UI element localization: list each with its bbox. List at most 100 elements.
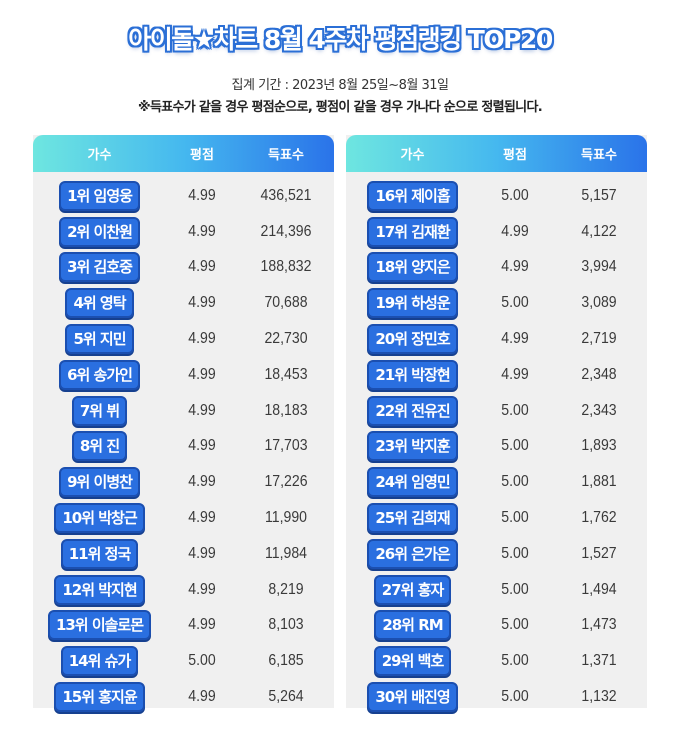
rank-cell: 12위 박지현 (33, 574, 166, 605)
period-text: 집계 기간 : 2023년 8월 25일~8월 31일 (231, 78, 449, 93)
rank-name-badge: 26위 은가은 (367, 538, 458, 569)
rank-cell: 25위 김희재 (346, 503, 479, 534)
rank-name-badge: 9위 이병찬 (59, 467, 140, 498)
table-row: 29위 백호 5.00 1,371 (346, 643, 647, 679)
votes-cell: 18,453 (264, 365, 308, 383)
rank-cell: 26위 은가은 (346, 538, 479, 569)
table-row: 12위 박지현 4.99 8,219 (33, 572, 334, 608)
ranking-table-left: 가수 평점 득표수 1위 임영웅 4.99 436,521 2위 이찬원 4.99 214… (33, 135, 334, 713)
table-row: 2위 이찬원 4.99 214,396 (33, 214, 334, 250)
votes-cell: 1,881 (581, 473, 617, 491)
rank-name-badge: 27위 홍자 (373, 574, 452, 605)
rank-cell: 13위 이솔로몬 (33, 610, 166, 641)
table-row: 16위 제이홉 5.00 5,157 (346, 178, 647, 214)
table-row: 18위 양지은 4.99 3,994 (346, 250, 647, 286)
rating-cell: 4.99 (188, 544, 216, 562)
rank-name-badge: 17위 김재환 (367, 216, 458, 247)
votes-cell: 11,984 (264, 544, 308, 562)
rating-cell: 5.00 (501, 401, 529, 419)
votes-cell: 2,348 (581, 365, 617, 383)
table-row: 22위 전유진 5.00 2,343 (346, 393, 647, 429)
votes-cell: 1,132 (581, 688, 617, 706)
votes-cell: 17,226 (264, 473, 308, 491)
rank-name-badge: 30위 배진영 (367, 682, 458, 713)
table-row: 26위 은가은 5.00 1,527 (346, 536, 647, 572)
rating-cell: 5.00 (501, 473, 529, 491)
rating-cell: 5.00 (501, 616, 529, 634)
rating-cell: 5.00 (501, 294, 529, 312)
rating-cell: 4.99 (188, 473, 216, 491)
votes-cell: 2,343 (581, 401, 617, 419)
rating-cell: 4.99 (188, 222, 216, 240)
rank-name-badge: 14위 슈가 (60, 646, 139, 677)
rating-cell: 5.00 (501, 652, 529, 670)
rank-cell: 8위 진 (33, 431, 166, 462)
rank-cell: 2위 이찬원 (33, 216, 166, 247)
votes-cell: 5,157 (581, 186, 617, 204)
rating-cell: 4.99 (501, 258, 529, 276)
rating-cell: 4.99 (188, 616, 216, 634)
table-row: 27위 홍자 5.00 1,494 (346, 572, 647, 608)
rating-cell: 4.99 (188, 330, 216, 348)
rank-name-badge: 11위 정국 (60, 538, 139, 569)
rank-cell: 15위 홍지윤 (33, 682, 166, 713)
rank-name-badge: 5위 지민 (65, 324, 134, 355)
rank-cell: 22위 전유진 (346, 395, 479, 426)
rank-cell: 20위 장민호 (346, 324, 479, 355)
table-row: 13위 이솔로몬 4.99 8,103 (33, 608, 334, 644)
rank-name-badge: 24위 임영민 (367, 467, 458, 498)
table-row: 5위 지민 4.99 22,730 (33, 321, 334, 357)
votes-cell: 5,264 (268, 688, 304, 706)
rating-cell: 4.99 (188, 258, 216, 276)
rank-name-badge: 23위 박지훈 (367, 431, 458, 462)
table-row: 10위 박창근 4.99 11,990 (33, 500, 334, 536)
rank-cell: 16위 제이홉 (346, 180, 479, 211)
rating-cell: 4.99 (188, 186, 216, 204)
rank-name-badge: 2위 이찬원 (59, 216, 140, 247)
rating-cell: 4.99 (501, 330, 529, 348)
table-row: 6위 송가인 4.99 18,453 (33, 357, 334, 393)
rank-name-badge: 7위 뷔 (71, 395, 128, 426)
rank-name-badge: 25위 김희재 (367, 503, 458, 534)
header-singer: 가수 (400, 148, 425, 163)
rank-cell: 5위 지민 (33, 324, 166, 355)
table-row: 14위 슈가 5.00 6,185 (33, 643, 334, 679)
table-row: 24위 임영민 5.00 1,881 (346, 464, 647, 500)
rating-cell: 4.99 (188, 580, 216, 598)
rating-cell: 4.99 (188, 688, 216, 706)
rank-name-badge: 1위 임영웅 (59, 180, 140, 211)
header-votes: 득표수 (268, 148, 304, 163)
rating-cell: 4.99 (188, 401, 216, 419)
table-row: 3위 김호중 4.99 188,832 (33, 250, 334, 286)
votes-cell: 2,719 (581, 330, 617, 348)
header-rating: 평점 (503, 148, 527, 163)
rank-cell: 10위 박창근 (33, 503, 166, 534)
rating-cell: 5.00 (501, 437, 529, 455)
rank-cell: 18위 양지은 (346, 252, 479, 283)
rank-name-badge: 4위 영탁 (65, 288, 134, 319)
table-row: 11위 정국 4.99 11,984 (33, 536, 334, 572)
votes-cell: 1,762 (581, 509, 617, 527)
table-row: 25위 김희재 5.00 1,762 (346, 500, 647, 536)
rank-cell: 27위 홍자 (346, 574, 479, 605)
rank-name-badge: 10위 박창근 (54, 503, 145, 534)
chart-title: 아이돌★차트 8월 4주차 평점랭킹 TOP20 (128, 25, 553, 54)
rank-cell: 1위 임영웅 (33, 180, 166, 211)
rank-name-badge: 22위 전유진 (367, 395, 458, 426)
votes-cell: 4,122 (581, 222, 617, 240)
header-singer: 가수 (87, 148, 112, 163)
table-row: 28위 RM 5.00 1,473 (346, 608, 647, 644)
votes-cell: 70,688 (264, 294, 308, 312)
rank-name-badge: 18위 양지은 (367, 252, 458, 283)
ranking-table-right: 가수 평점 득표수 16위 제이홉 5.00 5,157 17위 김재환 4.99 4,1… (346, 135, 647, 713)
votes-cell: 1,473 (581, 616, 617, 634)
rating-cell: 4.99 (188, 437, 216, 455)
votes-cell: 436,521 (260, 186, 312, 204)
votes-cell: 188,832 (260, 258, 312, 276)
votes-cell: 3,994 (581, 258, 617, 276)
sort-note: ※득표수가 같을 경우 평점순으로, 평점이 같을 경우 가나다 순으로 정렬됩… (138, 100, 543, 115)
rank-cell: 28위 RM (346, 610, 479, 641)
table-row: 9위 이병찬 4.99 17,226 (33, 464, 334, 500)
votes-cell: 6,185 (268, 652, 304, 670)
rank-cell: 17위 김재환 (346, 216, 479, 247)
